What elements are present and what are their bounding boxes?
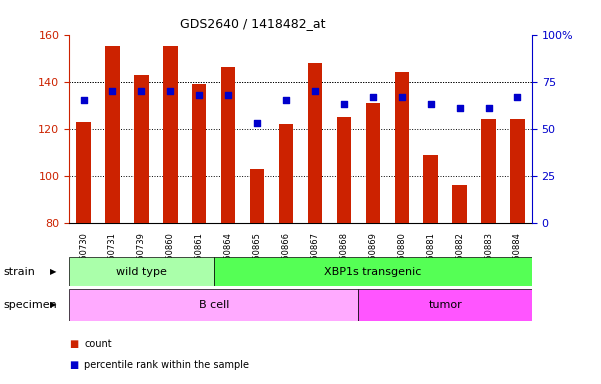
Bar xyxy=(105,46,120,223)
Bar xyxy=(221,68,236,223)
Bar xyxy=(365,103,380,223)
Point xyxy=(136,88,146,94)
Point xyxy=(397,94,406,100)
Point xyxy=(224,92,233,98)
Bar xyxy=(358,289,532,321)
Text: ▶: ▶ xyxy=(50,267,56,276)
Bar xyxy=(250,169,264,223)
Bar xyxy=(453,185,467,223)
Bar xyxy=(510,119,525,223)
Point xyxy=(252,120,262,126)
Point xyxy=(513,94,522,100)
Point xyxy=(195,92,204,98)
Point xyxy=(455,105,465,111)
Text: wild type: wild type xyxy=(116,266,167,277)
Point xyxy=(484,105,493,111)
Bar xyxy=(279,124,293,223)
Text: XBP1s transgenic: XBP1s transgenic xyxy=(324,266,421,277)
Bar xyxy=(69,289,358,321)
Text: specimen: specimen xyxy=(3,300,56,310)
Text: ■: ■ xyxy=(69,339,78,349)
Text: strain: strain xyxy=(3,266,35,277)
Bar xyxy=(163,46,177,223)
Point xyxy=(368,94,377,100)
Point xyxy=(79,98,88,104)
Text: percentile rank within the sample: percentile rank within the sample xyxy=(84,360,249,370)
Bar xyxy=(76,122,91,223)
Point xyxy=(310,88,320,94)
Text: ■: ■ xyxy=(69,360,78,370)
Bar xyxy=(394,72,409,223)
Point xyxy=(339,101,349,107)
Bar xyxy=(134,74,148,223)
Text: GDS2640 / 1418482_at: GDS2640 / 1418482_at xyxy=(180,17,325,30)
Bar xyxy=(424,154,438,223)
Point xyxy=(165,88,175,94)
Bar xyxy=(337,117,351,223)
Text: tumor: tumor xyxy=(429,300,462,310)
Bar xyxy=(481,119,496,223)
Bar xyxy=(69,257,214,286)
Bar xyxy=(308,63,322,223)
Bar xyxy=(192,84,207,223)
Text: ▶: ▶ xyxy=(50,300,56,310)
Point xyxy=(281,98,291,104)
Text: count: count xyxy=(84,339,112,349)
Bar xyxy=(214,257,532,286)
Point xyxy=(426,101,436,107)
Point xyxy=(108,88,117,94)
Text: B cell: B cell xyxy=(198,300,229,310)
